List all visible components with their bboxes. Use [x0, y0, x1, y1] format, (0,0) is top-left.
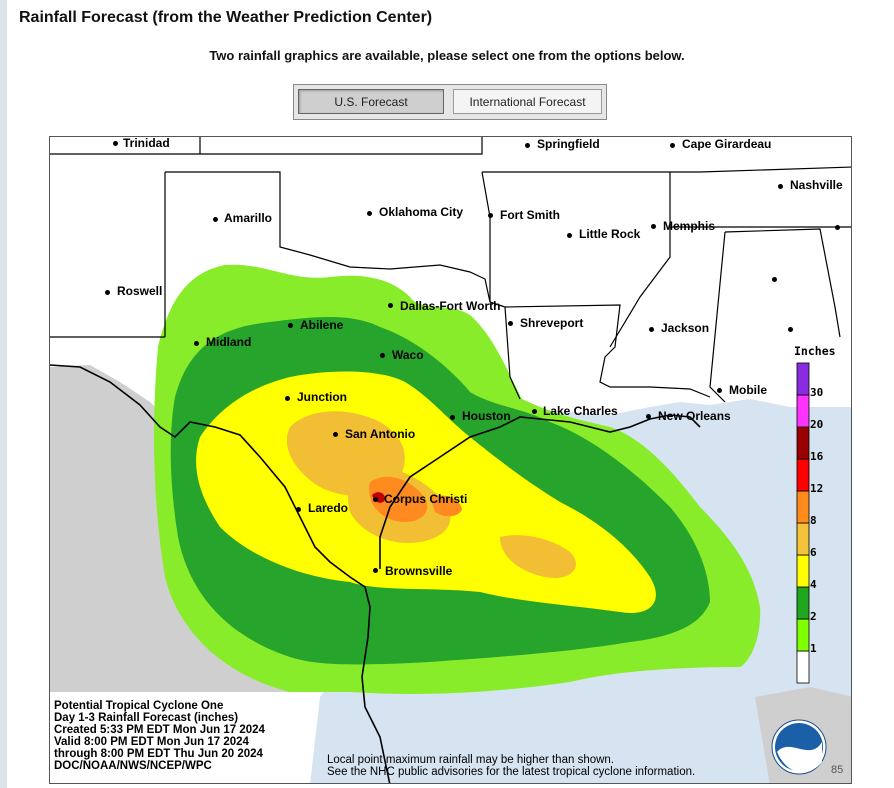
legend-label: 30: [810, 386, 824, 399]
city-dot: [646, 414, 651, 419]
legend-title: Inches: [794, 344, 836, 358]
city-label: New Orleans: [658, 409, 731, 423]
city-dot: [649, 327, 654, 332]
city-dot: [105, 290, 110, 295]
city-dot: [525, 143, 530, 148]
city-label: Mobile: [729, 383, 767, 397]
city-label: Cape Girardeau: [682, 137, 772, 151]
city-dot: [288, 323, 293, 328]
city-label: Shreveport: [520, 316, 584, 330]
legend-swatch: [796, 426, 810, 460]
city-label: Fort Smith: [500, 208, 560, 222]
info-line: Created 5:33 PM EDT Mon Jun 17 2024: [54, 724, 265, 736]
disclaimer: Local point maximum rainfall may be high…: [327, 754, 695, 778]
city-dot: [213, 217, 218, 222]
corner-number: 85: [831, 764, 844, 776]
city-label: Houston: [462, 409, 511, 423]
info-line: Day 1-3 Rainfall Forecast (inches): [54, 712, 239, 724]
rain-8in: [369, 476, 462, 522]
disclaimer-line: See the NHC public advisories for the la…: [327, 766, 696, 778]
us-forecast-button[interactable]: U.S. Forecast: [298, 89, 444, 114]
city-label: Corpus Christi: [384, 492, 468, 506]
city-label: Abilene: [300, 318, 344, 332]
legend-label: 2: [810, 610, 817, 623]
city-label: Trinidad: [123, 136, 170, 150]
forecast-info: Potential Tropical Cyclone One Day 1-3 R…: [54, 700, 265, 772]
city-dot: [367, 211, 372, 216]
city-label: Brownsville: [385, 564, 453, 578]
city-label: Roswell: [117, 284, 163, 298]
city-label: Waco: [392, 348, 424, 362]
forecast-selector: U.S. Forecast International Forecast: [293, 84, 607, 120]
legend-swatch: [796, 362, 810, 396]
city-label: Dallas-Fort Worth: [400, 299, 501, 313]
city-dot: [670, 143, 675, 148]
city-dot: [373, 568, 378, 573]
state-boundaries: [50, 137, 851, 403]
city-label: Nashville: [790, 178, 843, 192]
legend-label: 16: [810, 450, 824, 463]
city-dot: [373, 497, 378, 502]
city-dot: [788, 327, 793, 332]
legend-label: 4: [810, 578, 817, 591]
legend-swatch: [796, 394, 810, 428]
city-dot: [296, 507, 301, 512]
city-dot: [285, 396, 290, 401]
border-lines: [50, 364, 701, 783]
city-label: Lake Charles: [543, 404, 618, 418]
city-label: Amarillo: [224, 211, 273, 225]
city-label: Little Rock: [579, 227, 641, 241]
city-dot: [772, 277, 777, 282]
rain-6in: [286, 411, 576, 578]
legend-label: 1: [810, 642, 817, 655]
legend-swatch: [796, 618, 810, 652]
legend-swatch: [796, 458, 810, 492]
city-dot: [835, 225, 840, 230]
info-line: Valid 8:00 PM EDT Mon Jun 17 2024: [54, 736, 249, 748]
legend-colorbar: [796, 362, 810, 684]
legend-swatch: [796, 490, 810, 524]
page-title: Rainfall Forecast (from the Weather Pred…: [19, 9, 433, 26]
legend-swatch: [796, 522, 810, 556]
info-line: DOC/NOAA/NWS/NCEP/WPC: [54, 760, 212, 772]
city-label: Memphis: [663, 219, 716, 233]
noaa-logo-icon: [771, 719, 827, 775]
city-dot: [532, 409, 537, 414]
legend-label: 12: [810, 482, 824, 495]
map-graphic: [50, 137, 851, 783]
city-dot: [450, 415, 455, 420]
city-dot: [113, 141, 118, 146]
city-label: Junction: [297, 390, 347, 404]
city-dot: [488, 213, 493, 218]
legend-label: 6: [810, 546, 817, 559]
city-dot: [194, 341, 199, 346]
info-line: Potential Tropical Cyclone One: [54, 700, 224, 712]
legend-swatch: [796, 554, 810, 588]
international-forecast-button[interactable]: International Forecast: [453, 89, 602, 114]
city-label: San Antonio: [345, 427, 416, 441]
legend-swatch: [796, 650, 810, 684]
city-dot: [380, 353, 385, 358]
city-label: Laredo: [308, 501, 349, 515]
rainfall-forecast-map: Potential Tropical Cyclone One Day 1-3 R…: [49, 136, 852, 784]
city-dot: [388, 303, 393, 308]
city-label: Midland: [206, 335, 252, 349]
city-dot: [508, 321, 513, 326]
legend-label: 20: [810, 418, 824, 431]
city-dot: [333, 432, 338, 437]
city-dot: [567, 233, 572, 238]
city-label: Jackson: [661, 321, 710, 335]
legend-swatch: [796, 586, 810, 620]
disclaimer-line: Local point maximum rainfall may be high…: [327, 754, 615, 766]
left-border-strip: [0, 0, 7, 788]
city-label: Springfield: [537, 137, 600, 151]
city-dot: [778, 184, 783, 189]
city-dot: [717, 388, 722, 393]
page-subtitle: Two rainfall graphics are available, ple…: [209, 48, 685, 63]
city-label: Oklahoma City: [379, 205, 464, 219]
info-line: through 8:00 PM EDT Thu Jun 20 2024: [54, 748, 263, 760]
city-dot: [651, 224, 656, 229]
legend-label: 8: [810, 514, 817, 527]
